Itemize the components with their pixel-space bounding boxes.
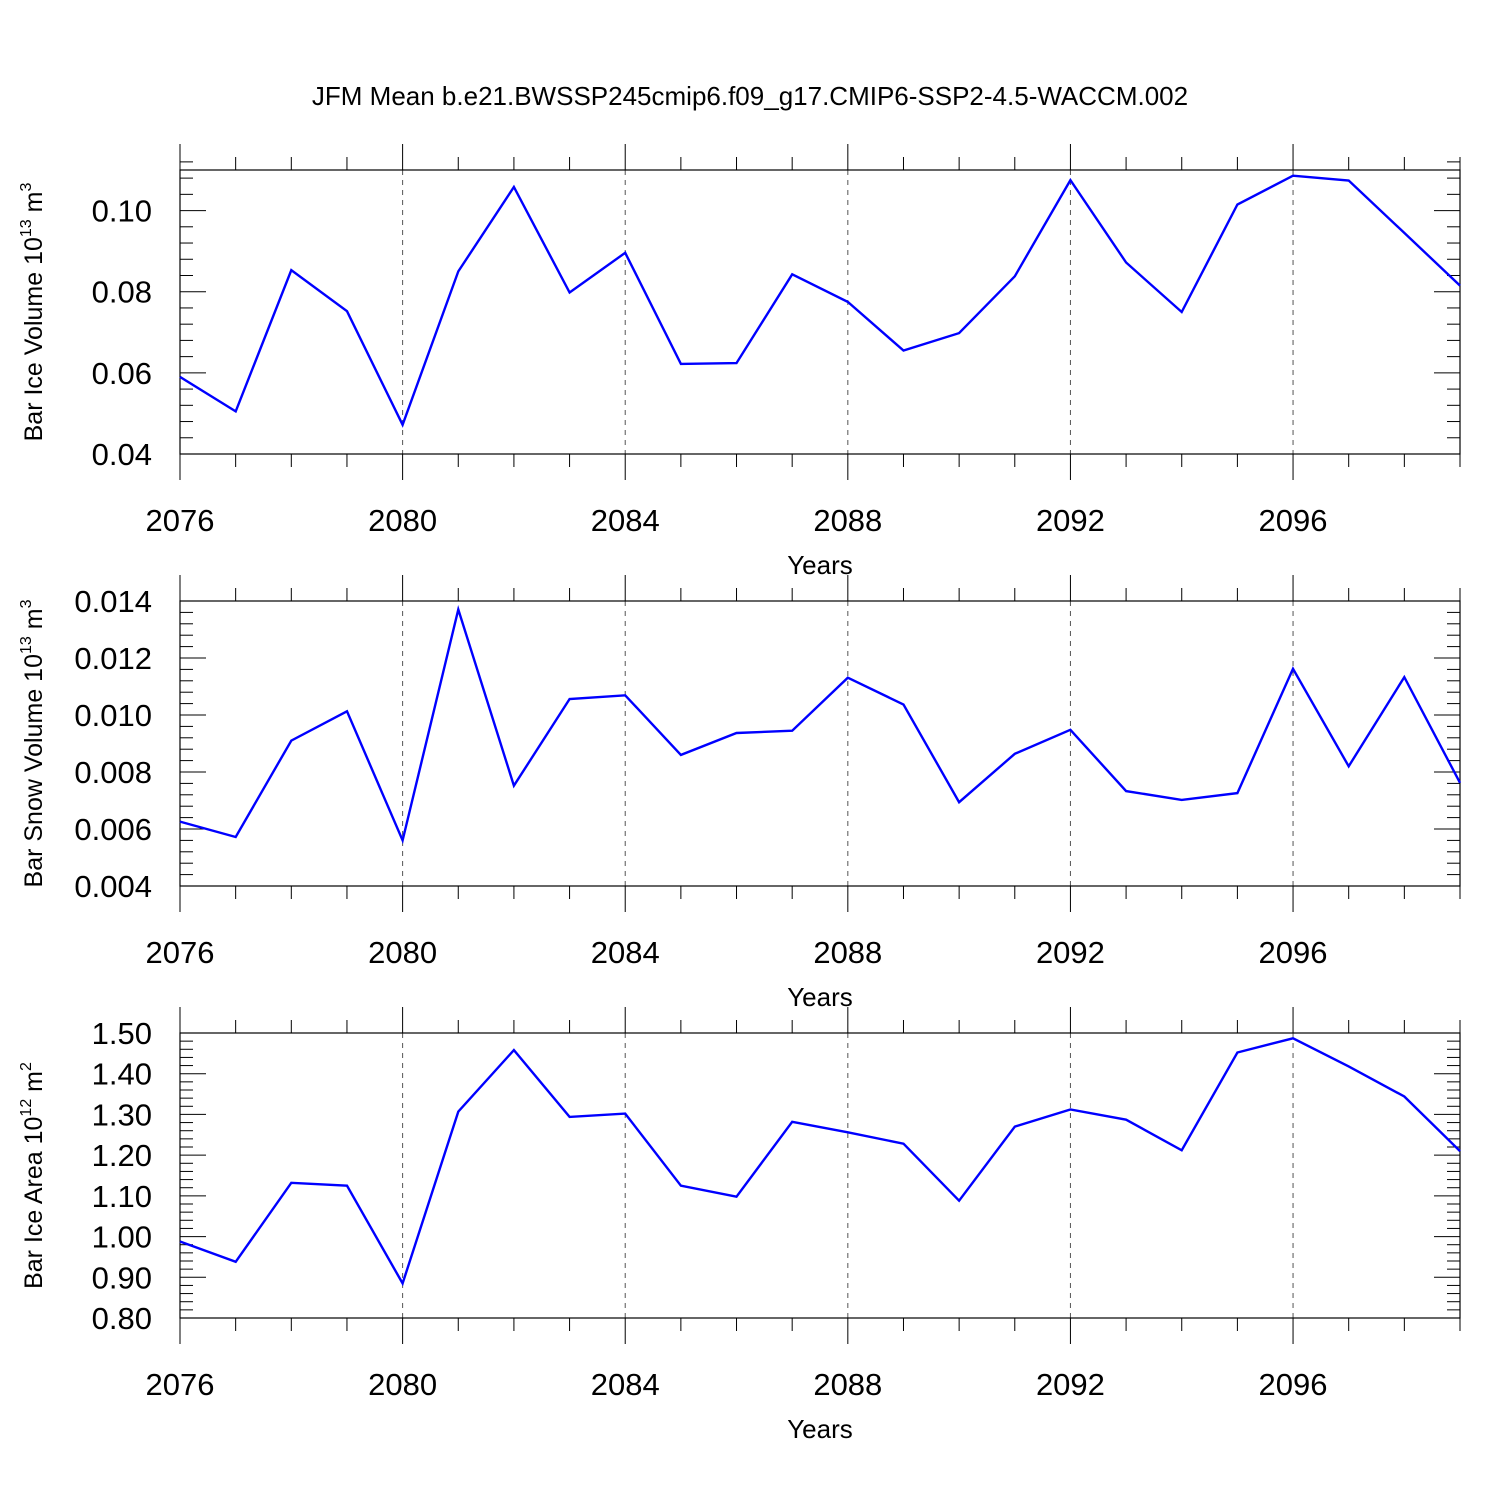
x-tick-label: 2088 (813, 503, 882, 538)
y-axis-title: Bar Snow Volume 1013 m3 (18, 599, 48, 887)
y-tick-label: 1.20 (92, 1138, 152, 1173)
panel-3: 2076 2080 2084 2088 2092 2096 Years 0.80 0.90 1.0… (18, 1007, 1461, 1444)
x-tick-label: 2092 (1036, 503, 1105, 538)
y-tick-label: 0.06 (92, 356, 152, 391)
x-tick-label: 2080 (368, 503, 437, 538)
y-axis-title-exponent: 13 (18, 636, 35, 654)
x-tick-label: 2096 (1259, 503, 1328, 538)
y-tick-label: 0.008 (74, 755, 152, 790)
y-tick-label: 0.012 (74, 641, 152, 676)
y-tick-label: 0.010 (74, 698, 152, 733)
y-tick-label: 0.08 (92, 275, 152, 310)
x-tick-label: 2080 (368, 935, 437, 970)
y-axis-title-unit-exponent: 3 (18, 183, 35, 192)
y-axis-title-unit-exponent: 2 (18, 1062, 35, 1071)
x-tick-label: 2092 (1036, 935, 1105, 970)
y-tick-label: 0.014 (74, 584, 152, 619)
y-axis-title-text: Bar Ice Volume 10 (20, 237, 48, 441)
x-tick-label: 2084 (591, 503, 660, 538)
y-tick-label: 0.10 (92, 194, 152, 229)
y-tick-label: 0.006 (74, 812, 152, 847)
x-tick-label: 2088 (813, 935, 882, 970)
panel-1: 2076 2080 2084 2088 2092 2096 Years 0.04 0.06 0.0… (18, 144, 1461, 580)
y-tick-label: 1.40 (92, 1057, 152, 1092)
y-tick-label: 0.004 (74, 869, 152, 904)
y-axis-title-text: Bar Ice Area 10 (20, 1117, 48, 1289)
series-line-1 (179, 1037, 1461, 1287)
x-tick-label: 2096 (1259, 1367, 1328, 1402)
y-tick-label: 0.04 (92, 437, 152, 472)
y-axis-title-unit: m (20, 608, 48, 636)
panel-2: 2076 2080 2084 2088 2092 2096 Years 0.004 0.006 0… (18, 575, 1462, 1012)
x-tick-label: 2080 (368, 1367, 437, 1402)
figure-title: JFM Mean b.e21.BWSSP245cmip6.f09_g17.CMI… (312, 81, 1188, 111)
y-axis-title-text: Bar Snow Volume 10 (20, 654, 48, 887)
plot-frame (179, 600, 1461, 887)
plot-frame (179, 1032, 1461, 1319)
y-tick-label: 1.50 (92, 1016, 152, 1051)
x-axis-title: Years (787, 1414, 853, 1444)
y-axis-title-unit: m (20, 1071, 48, 1099)
series-line-1 (179, 174, 1461, 428)
x-tick-label: 2076 (146, 503, 215, 538)
x-axis-title: Years (787, 982, 853, 1012)
y-axis-title-exponent: 13 (18, 219, 35, 237)
x-tick-label: 2096 (1259, 935, 1328, 970)
y-axis-title-unit-exponent: 3 (18, 599, 35, 608)
panels: 2076 2080 2084 2088 2092 2096 Years 0.04 0.06 0.0… (18, 144, 1462, 1444)
x-tick-label: 2076 (146, 935, 215, 970)
y-tick-label: 1.30 (92, 1097, 152, 1132)
x-axis-title: Years (787, 550, 853, 580)
y-tick-label: 1.10 (92, 1179, 152, 1214)
y-tick-label: 0.80 (92, 1301, 152, 1336)
x-tick-label: 2088 (813, 1367, 882, 1402)
y-axis-title-exponent: 12 (18, 1099, 35, 1117)
x-tick-label: 2084 (591, 935, 660, 970)
y-axis-title: Bar Ice Area 1012 m2 (18, 1062, 48, 1289)
y-axis-title-unit: m (20, 192, 48, 220)
y-tick-label: 0.90 (92, 1260, 152, 1295)
x-tick-label: 2084 (591, 1367, 660, 1402)
y-tick-label: 1.00 (92, 1220, 152, 1255)
series-line-1 (179, 605, 1462, 845)
y-axis-title: Bar Ice Volume 1013 m3 (18, 183, 48, 442)
plot-frame (179, 169, 1461, 455)
x-tick-label: 2092 (1036, 1367, 1105, 1402)
x-tick-label: 2076 (146, 1367, 215, 1402)
